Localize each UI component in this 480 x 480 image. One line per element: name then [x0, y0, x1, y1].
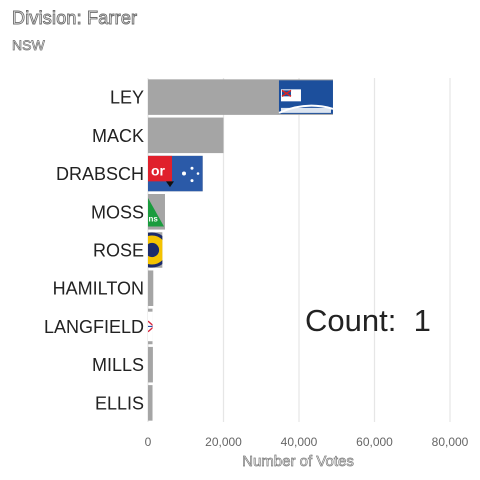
count-value: 1: [413, 303, 431, 338]
category-label: ELLIS: [95, 393, 144, 413]
count-label: Count:: [305, 303, 397, 338]
count-annotation: Count: 1: [305, 303, 431, 339]
x-tick-label: 0: [145, 435, 152, 449]
bar-mills: [148, 346, 153, 383]
category-label: MACK: [92, 126, 144, 146]
category-label: DRABSCH: [56, 164, 144, 184]
category-label: MILLS: [92, 355, 144, 375]
x-axis-label: Number of Votes: [242, 453, 354, 471]
greens-logo: ns: [148, 198, 164, 227]
x-tick-label: 60,000: [356, 435, 393, 449]
bar-hamilton: [148, 270, 154, 306]
chart-subtitle: NSW: [12, 37, 45, 54]
party-logos: or ns: [148, 80, 333, 342]
category-label: HAMILTON: [53, 279, 144, 299]
category-label: LEY: [110, 88, 144, 108]
category-label: MOSS: [91, 202, 144, 222]
one-nation-logo: [148, 232, 163, 268]
bars: [148, 79, 333, 421]
x-tick-label: 20,000: [205, 435, 242, 449]
party-logo: [148, 311, 153, 342]
labor-logo: or: [148, 155, 203, 192]
category-labels: LEY MACK DRABSCH MOSS ROSE HAMILTON LANGFIELD M…: [44, 88, 144, 414]
bar-ellis: [148, 385, 153, 421]
svg-text:or: or: [151, 162, 166, 178]
x-tick-labels: 0 20,000 40,000 60,000 80,000: [145, 435, 469, 449]
category-label: LANGFIELD: [44, 317, 144, 337]
chart-title: Division: Farrer: [12, 8, 138, 29]
x-tick-label: 40,000: [281, 435, 318, 449]
x-tick-label: 80,000: [432, 435, 469, 449]
bar-mack: [148, 117, 224, 154]
svg-text:ns: ns: [149, 215, 159, 224]
category-label: ROSE: [93, 241, 144, 261]
liberal-logo: [278, 80, 333, 114]
